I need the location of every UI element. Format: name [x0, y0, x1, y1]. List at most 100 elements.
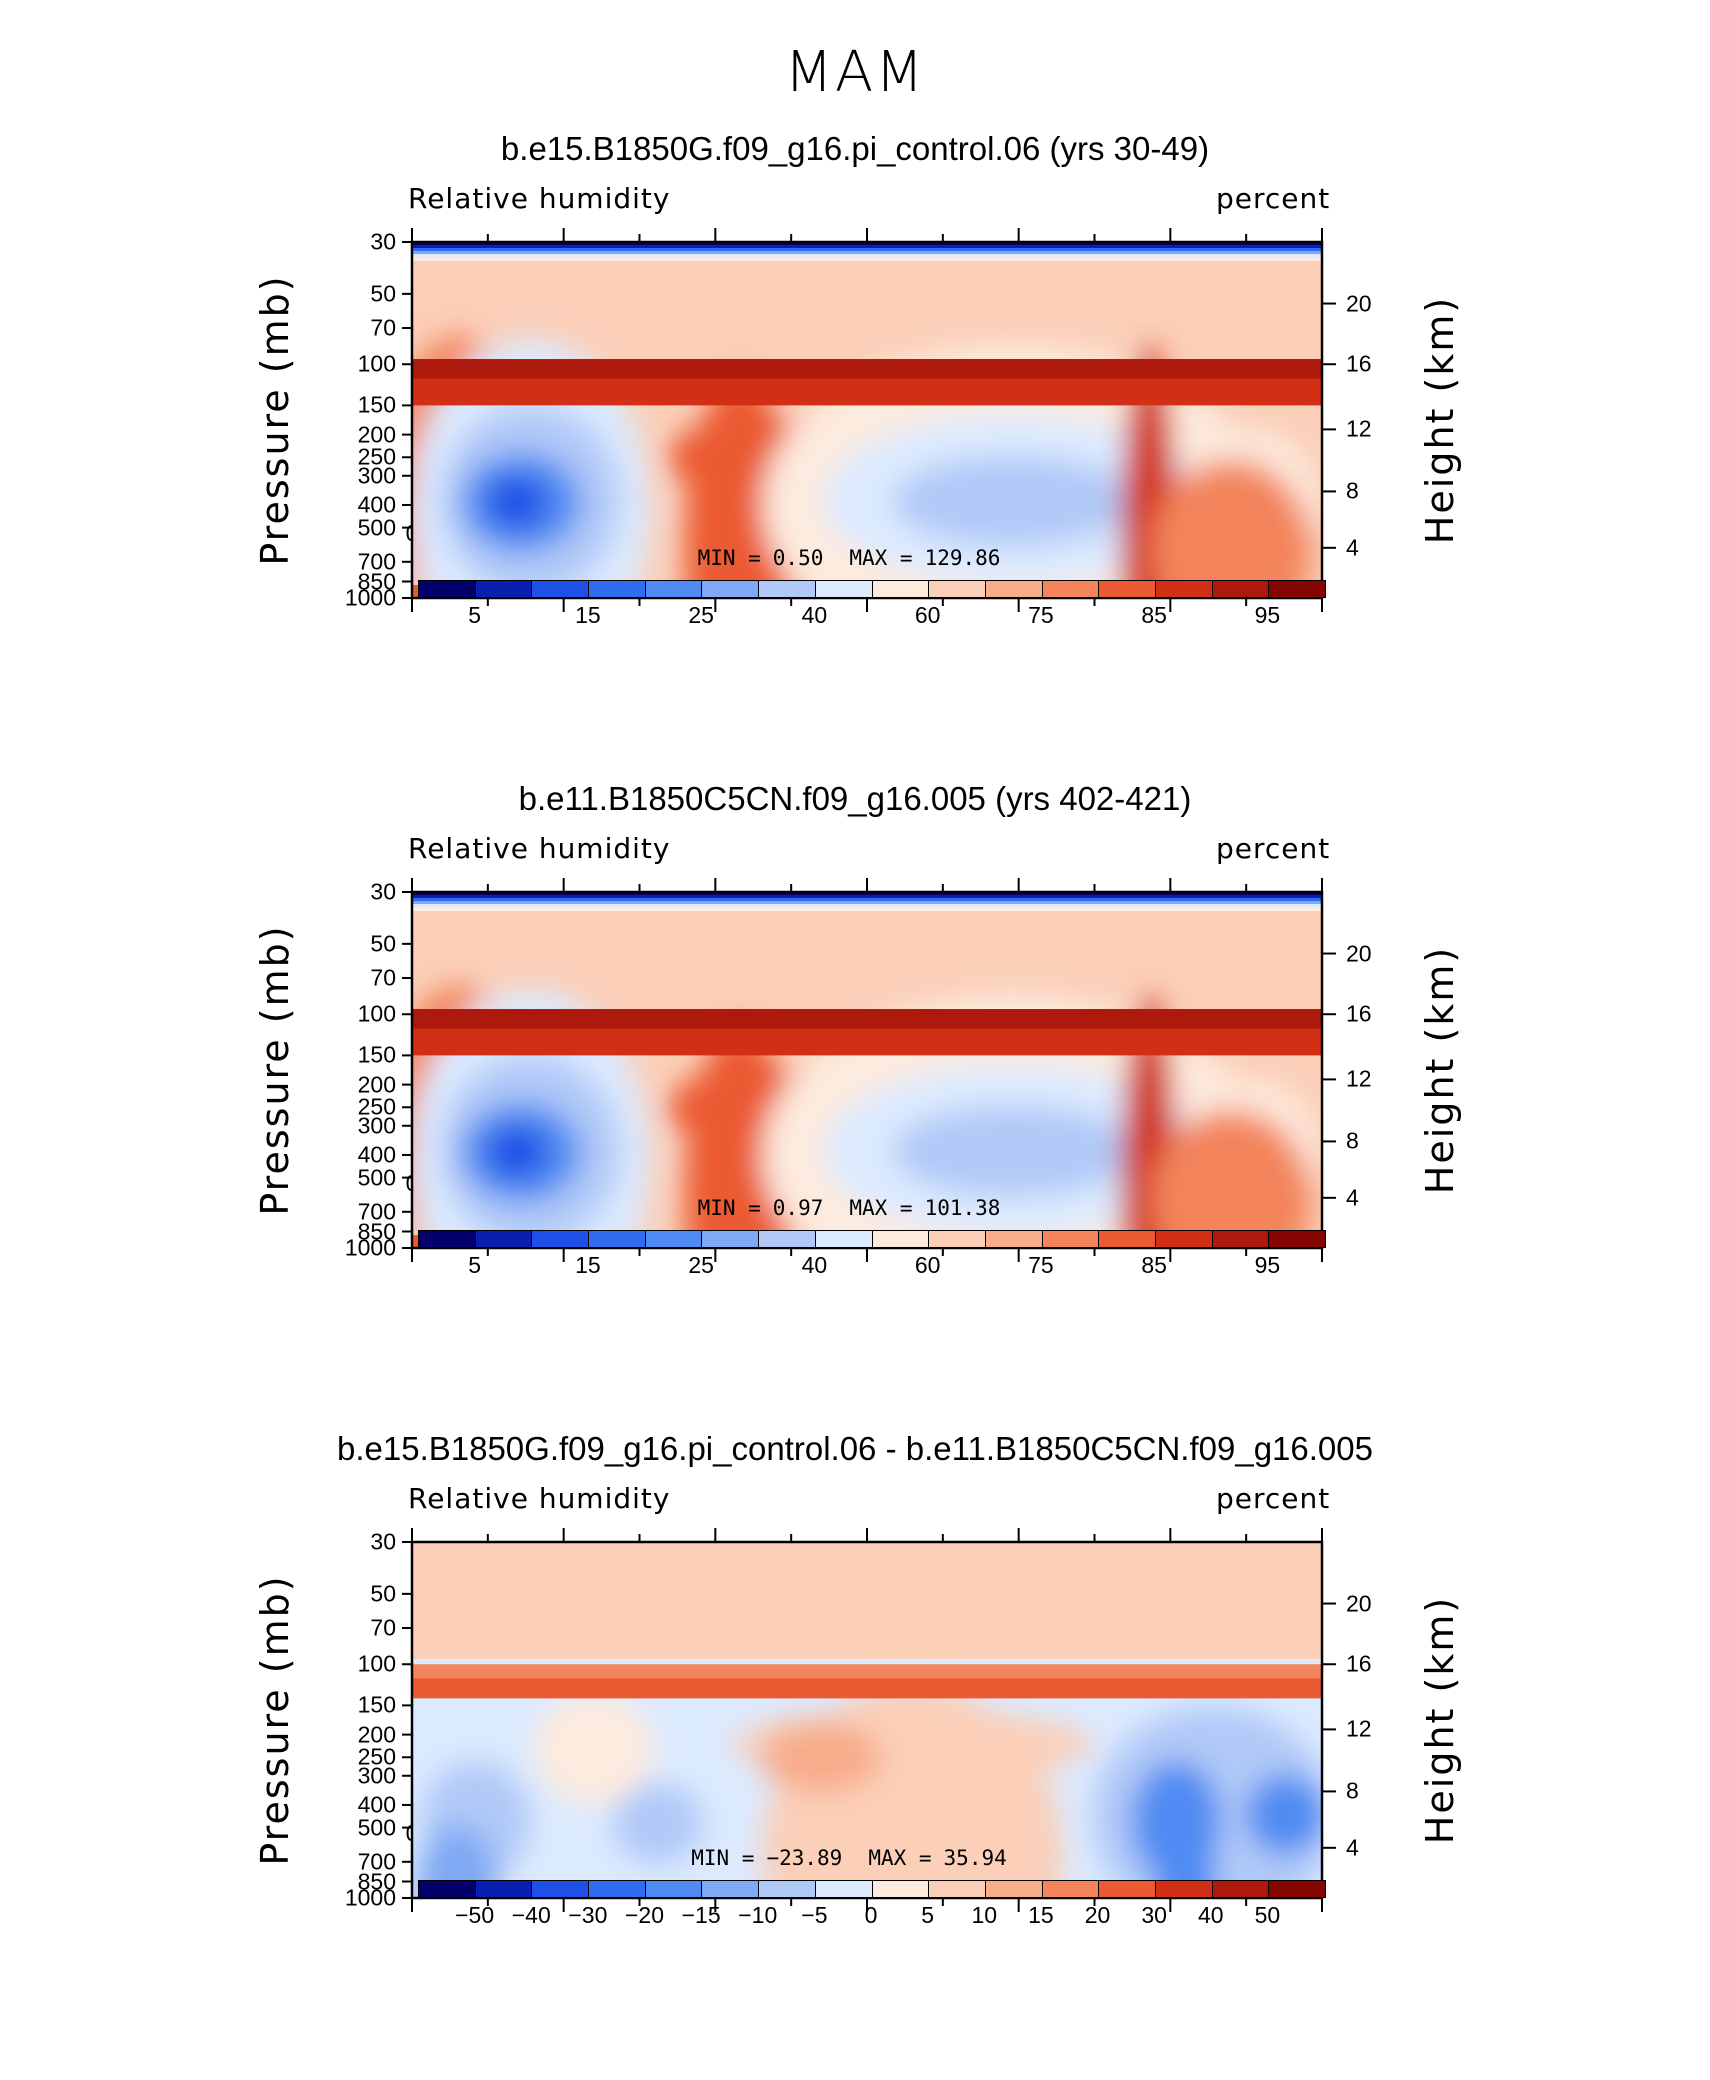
- colorbar-swatch: [1099, 1881, 1156, 1897]
- height-tick-label: 4: [1346, 1834, 1359, 1861]
- chart-title: b.e15.B1850G.f09_g16.pi_control.06 - b.e…: [336, 1430, 1373, 1467]
- chart-title: b.e11.B1850C5CN.f09_g16.005 (yrs 402-421…: [518, 780, 1192, 817]
- colorbar-label: 75: [1028, 602, 1054, 628]
- max-label: MAX =: [849, 546, 913, 570]
- contour-region: [1155, 1795, 1216, 1898]
- min-max-readout: MIN = 0.50 MAX = 129.86: [0, 546, 1710, 570]
- pressure-tick-label: 500: [357, 1164, 396, 1191]
- colorbar-label: 15: [575, 1252, 601, 1278]
- chart-title: b.e15.B1850G.f09_g16.pi_control.06 (yrs …: [500, 130, 1210, 167]
- colorbar-swatch: [759, 581, 816, 597]
- colorbar: [418, 1880, 1326, 1898]
- pressure-tick-label: 30: [370, 878, 396, 905]
- colorbar-swatch: [475, 1231, 533, 1247]
- colorbar-swatch: [1042, 1881, 1100, 1897]
- colorbar-swatch: [419, 581, 476, 597]
- contour-plot: [402, 1528, 1336, 1912]
- stratosphere-band: [412, 904, 1322, 908]
- colorbar-swatch: [985, 1231, 1043, 1247]
- height-tick-label: 8: [1346, 1777, 1359, 1804]
- colorbar-swatch: [1269, 581, 1325, 597]
- pressure-tick-label: 1000: [344, 1234, 396, 1261]
- colorbar-swatch: [645, 1231, 703, 1247]
- units-label: percent: [1216, 832, 1331, 865]
- pressure-tick-label: 200: [357, 1721, 396, 1748]
- colorbar-label: 30: [1141, 1902, 1167, 1928]
- colorbar-label: 20: [1084, 1902, 1111, 1928]
- colorbar-swatch: [872, 1881, 930, 1897]
- colorbar-swatch: [1099, 581, 1156, 597]
- contour-region: [1151, 459, 1311, 598]
- contour-region: [1151, 1109, 1311, 1248]
- colorbar-swatch: [532, 1231, 590, 1247]
- pressure-tick-label: 100: [357, 1650, 396, 1677]
- colorbar-swatch: [872, 581, 930, 597]
- pressure-tick-label: 300: [357, 1762, 396, 1789]
- pressure-tick-label: 70: [370, 314, 396, 341]
- pressure-tick-label: 250: [357, 1093, 396, 1120]
- pressure-tick-label: 400: [357, 491, 396, 518]
- stratosphere-band: [412, 242, 1322, 246]
- tropopause-band: [412, 373, 1322, 406]
- min-label: MIN =: [691, 1846, 755, 1870]
- pressure-tick-label: 100: [357, 1000, 396, 1027]
- stratosphere-band: [412, 907, 1322, 911]
- colorbar-label: −15: [681, 1902, 721, 1928]
- variable-label: Relative humidity: [408, 182, 671, 215]
- colorbar-label: 50: [1254, 1902, 1281, 1928]
- colorbar-label: 10: [971, 1902, 998, 1928]
- colorbar-swatch: [1155, 1881, 1213, 1897]
- pressure-tick-label: 70: [370, 1614, 396, 1641]
- chart-panel-1: b.e15.B1850G.f09_g16.pi_control.06 (yrs …: [0, 130, 1710, 780]
- max-label: MAX =: [849, 1196, 913, 1220]
- colorbar-label: 85: [1141, 602, 1167, 628]
- min-label: MIN =: [697, 546, 761, 570]
- pressure-tick-label: 30: [370, 228, 396, 255]
- height-tick-label: 20: [1346, 1590, 1372, 1617]
- colorbar-swatch: [419, 1231, 476, 1247]
- contour-region: [486, 1126, 547, 1179]
- stratosphere-band: [412, 901, 1322, 905]
- colorbar-swatch: [532, 1881, 590, 1897]
- units-label: percent: [1216, 182, 1331, 215]
- stratosphere-band: [412, 254, 1322, 258]
- pressure-tick-label: 400: [357, 1141, 396, 1168]
- tropopause-band: [412, 1664, 1322, 1679]
- page-title: MAM: [784, 40, 926, 105]
- pressure-tick-label: 700: [357, 1198, 396, 1225]
- contour-region: [892, 456, 1133, 547]
- colorbar-swatch: [1212, 1231, 1270, 1247]
- height-tick-label: 16: [1346, 350, 1372, 377]
- height-tick-label: 12: [1346, 1065, 1372, 1092]
- pressure-tick-label: 1000: [344, 1884, 396, 1911]
- colorbar-label: 5: [468, 1252, 482, 1278]
- pressure-tick-label: 200: [357, 421, 396, 448]
- chart-panel-3: b.e15.B1850G.f09_g16.pi_control.06 - b.e…: [0, 1430, 1710, 2080]
- colorbar-swatch: [702, 1881, 760, 1897]
- colorbar-swatch: [419, 1881, 476, 1897]
- colorbar-label: 5: [468, 602, 482, 628]
- colorbar-label: 40: [801, 1252, 828, 1278]
- height-tick-label: 12: [1346, 415, 1372, 442]
- pressure-tick-label: 50: [370, 280, 396, 307]
- colorbar-swatch: [759, 1881, 816, 1897]
- pressure-tick-label: 700: [357, 548, 396, 575]
- stratosphere-band: [412, 1542, 1322, 1660]
- colorbar-swatch: [1155, 581, 1213, 597]
- pressure-tick-label: 150: [357, 1691, 396, 1718]
- colorbar-label: 95: [1254, 1252, 1281, 1278]
- stratosphere-band: [412, 895, 1322, 899]
- colorbar-label: 60: [914, 602, 941, 628]
- colorbar-swatch: [475, 1881, 533, 1897]
- pressure-tick-label: 50: [370, 1580, 396, 1607]
- pressure-tick-label: 300: [357, 462, 396, 489]
- colorbar-swatch: [929, 1231, 986, 1247]
- contour-region: [417, 1825, 498, 1898]
- colorbar-swatch: [985, 581, 1043, 597]
- height-tick-label: 16: [1346, 1650, 1372, 1677]
- height-tick-label: 8: [1346, 477, 1359, 504]
- colorbar-label: 15: [575, 602, 601, 628]
- height-tick-label: 12: [1346, 1715, 1372, 1742]
- colorbar-label: −50: [455, 1902, 495, 1928]
- stratosphere-band: [412, 257, 1322, 261]
